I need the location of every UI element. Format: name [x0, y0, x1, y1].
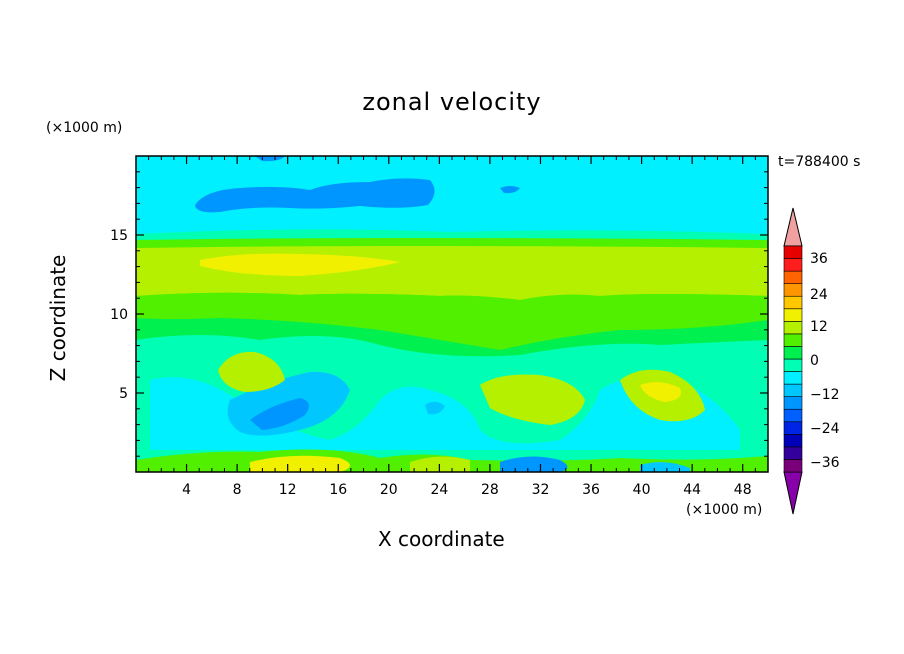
- contour-band: [410, 456, 470, 472]
- colorbar-label: 0: [810, 353, 819, 369]
- colorbar-swatch: [783, 459, 803, 473]
- contour-band: [218, 351, 285, 392]
- colorbar-swatch: [783, 295, 803, 310]
- colorbar-label: −36: [810, 455, 840, 471]
- contour-field: [136, 156, 768, 472]
- contour-band: [500, 456, 568, 472]
- colorbar-swatch: [783, 421, 803, 435]
- colorbar-label: −12: [810, 387, 840, 403]
- contour-band: [250, 398, 309, 430]
- contour-band: [640, 382, 681, 402]
- colorbar-low-extension: [783, 471, 803, 515]
- colorbar-swatch: [783, 396, 803, 410]
- x-tick-label: 44: [683, 482, 701, 498]
- x-axis-label: X coordinate: [378, 527, 505, 551]
- contour-band: [150, 376, 740, 450]
- colorbar-swatch: [783, 408, 803, 423]
- colorbar-swatch: [783, 346, 803, 360]
- colorbar-swatch: [783, 245, 803, 259]
- colorbar-label: −24: [810, 421, 840, 437]
- x-tick-label: 32: [532, 482, 550, 498]
- x-tick-label: 48: [734, 482, 752, 498]
- x-tick-label: 36: [582, 482, 600, 498]
- colorbar-swatch: [783, 258, 803, 272]
- x-tick-label: 40: [633, 482, 651, 498]
- contour-band: [640, 462, 690, 472]
- colorbar-swatch: [783, 358, 803, 372]
- colorbar-swatch: [783, 434, 803, 448]
- contour-band: [480, 374, 585, 425]
- colorbar-swatch: [783, 308, 803, 322]
- y-axis-ticks: 5 10 15: [110, 171, 768, 457]
- x-tick-label: 12: [279, 482, 297, 498]
- colorbar: 36 24 12 0 −12 −24 −36: [783, 207, 840, 515]
- colorbar-swatch: [783, 383, 803, 397]
- contour-band: [136, 246, 768, 300]
- x-tick-label: 16: [329, 482, 347, 498]
- colorbar-swatch: [783, 321, 803, 335]
- colorbar-label: 36: [810, 251, 828, 267]
- x-tick-label: 28: [481, 482, 499, 498]
- y-tick-label: 15: [110, 228, 128, 244]
- x-tick-label: 20: [380, 482, 398, 498]
- colorbar-high-extension: [783, 207, 803, 247]
- colorbar-swatch: [783, 270, 803, 284]
- colorbar-label: 12: [810, 319, 828, 335]
- contour-band: [250, 455, 350, 472]
- time-label: t=788400 s: [778, 154, 861, 170]
- colorbar-swatch: [783, 283, 803, 297]
- contour-band: [136, 292, 768, 350]
- colorbar-label: 24: [810, 287, 828, 303]
- colorbar-swatch: [783, 446, 803, 460]
- y-tick-label: 5: [119, 386, 128, 402]
- contour-band: [200, 253, 400, 276]
- x-tick-label: 4: [182, 482, 191, 498]
- colorbar-swatch: [783, 371, 803, 385]
- y-tick-label: 10: [110, 307, 128, 323]
- x-axis-ticks: 4 8 12 16 20 24 28 32 36 40 44 48: [148, 156, 756, 498]
- chart-title: zonal velocity: [362, 88, 542, 116]
- y-axis-unit: (×1000 m): [46, 120, 123, 136]
- x-tick-label: 8: [233, 482, 242, 498]
- contour-band: [425, 401, 445, 415]
- x-tick-label: 24: [430, 482, 448, 498]
- colorbar-swatch: [783, 333, 803, 347]
- contour-band: [195, 178, 435, 213]
- x-axis-unit: (×1000 m): [686, 502, 763, 518]
- contour-band: [500, 186, 520, 194]
